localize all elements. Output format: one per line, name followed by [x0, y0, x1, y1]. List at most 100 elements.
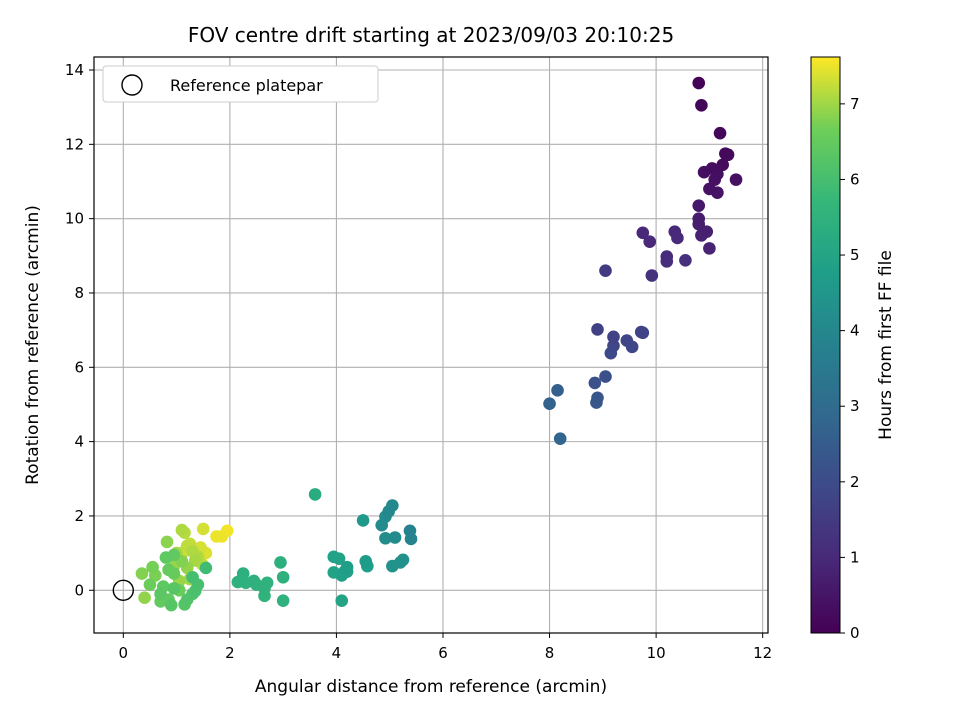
data-point	[175, 523, 189, 537]
x-tick-label: 0	[119, 644, 129, 662]
x-axis-ticks: 0 2 4 6 8 10 12	[119, 633, 772, 662]
x-tick-label: 8	[545, 644, 555, 662]
data-point	[634, 325, 648, 339]
data-point	[679, 253, 692, 267]
colorbar-label: Hours from first FF file	[876, 250, 896, 440]
y-tick-label: 6	[74, 358, 84, 376]
data-point	[247, 574, 261, 588]
data-point	[553, 432, 567, 445]
y-axis-ticks: 0 2 4 6 8 10 12 14	[65, 61, 94, 599]
data-point	[138, 591, 151, 604]
data-point	[543, 397, 556, 411]
data-point	[636, 226, 650, 240]
data-point	[164, 598, 178, 612]
data-point	[276, 594, 290, 607]
data-point	[186, 570, 199, 584]
y-tick-label: 10	[65, 210, 84, 228]
data-point	[162, 563, 175, 577]
data-point	[692, 212, 706, 225]
x-tick-label: 4	[332, 644, 342, 662]
data-point	[388, 531, 402, 544]
data-point	[729, 173, 743, 186]
data-point	[719, 147, 732, 160]
data-point	[386, 499, 399, 512]
data-point	[591, 323, 604, 336]
colorbar-tick-label: 2	[850, 473, 860, 491]
data-point	[607, 330, 620, 344]
data-point	[379, 531, 392, 545]
data-point	[210, 530, 223, 543]
data-point	[359, 554, 373, 568]
colorbar-gradient	[810, 56, 841, 634]
data-point	[340, 560, 354, 574]
data-point	[705, 162, 719, 175]
data-point	[396, 553, 410, 567]
data-point	[327, 550, 341, 564]
data-point	[599, 264, 612, 277]
x-tick-label: 10	[647, 644, 666, 662]
x-tick-label: 6	[438, 644, 448, 662]
data-point	[700, 225, 714, 238]
data-point	[551, 384, 564, 397]
data-point	[695, 99, 708, 112]
colorbar-ticks: 0 1 2 3 4 5 6 7	[840, 95, 860, 642]
data-point	[159, 551, 173, 564]
legend: Reference platepar	[102, 65, 379, 103]
data-point	[199, 561, 213, 575]
colorbar-tick-label: 3	[850, 397, 860, 415]
data-point	[716, 158, 730, 172]
y-tick-label: 4	[74, 433, 84, 451]
colorbar-tick-label: 1	[850, 548, 860, 566]
data-point	[276, 570, 290, 584]
data-point	[135, 567, 149, 580]
colorbar-tick-label: 6	[850, 170, 860, 188]
data-point	[703, 242, 716, 255]
data-point	[236, 567, 250, 580]
data-point	[146, 560, 159, 574]
colorbar-tick-label: 4	[850, 322, 860, 340]
data-point	[620, 334, 634, 347]
data-point	[196, 522, 210, 536]
x-tick-label: 2	[225, 644, 235, 662]
legend-label-reference: Reference platepar	[170, 76, 323, 95]
colorbar-tick-label: 0	[850, 624, 860, 642]
y-tick-label: 12	[65, 135, 84, 153]
reference-marker-layer	[112, 579, 135, 601]
chart-title: FOV centre drift starting at 2023/09/03 …	[188, 23, 674, 47]
y-axis-label: Rotation from reference (arcmin)	[23, 205, 43, 485]
data-point	[645, 269, 659, 282]
x-axis-label: Angular distance from reference (arcmin)	[255, 677, 607, 697]
data-point	[692, 199, 706, 212]
colorbar: 0 1 2 3 4 5 6 7 Hours from first FF file	[810, 56, 896, 642]
y-tick-label: 0	[74, 581, 84, 599]
data-point	[591, 391, 604, 405]
data-point	[143, 578, 157, 591]
data-point	[403, 524, 417, 538]
data-point	[607, 339, 620, 353]
data-point	[713, 126, 727, 140]
legend-reference-marker	[121, 74, 143, 96]
data-point	[703, 182, 716, 196]
data-point	[660, 250, 674, 263]
data-point	[274, 556, 287, 569]
plot-frame	[93, 56, 769, 634]
data-point	[154, 587, 167, 601]
y-tick-label: 8	[74, 284, 84, 302]
data-point	[588, 376, 602, 390]
reference-platepar-marker	[112, 579, 135, 601]
data-point	[188, 554, 202, 567]
y-tick-label: 14	[65, 61, 84, 79]
data-point	[160, 535, 174, 549]
data-point	[643, 235, 657, 248]
scatter-points	[135, 76, 743, 612]
colorbar-tick-label: 7	[850, 95, 860, 113]
legend-box	[102, 65, 379, 103]
data-point	[692, 76, 706, 90]
data-point	[668, 225, 682, 238]
data-point	[167, 582, 181, 595]
data-point	[356, 514, 370, 527]
data-point	[599, 370, 612, 383]
colorbar-tick-label: 5	[850, 246, 860, 264]
grid-lines	[94, 57, 768, 633]
